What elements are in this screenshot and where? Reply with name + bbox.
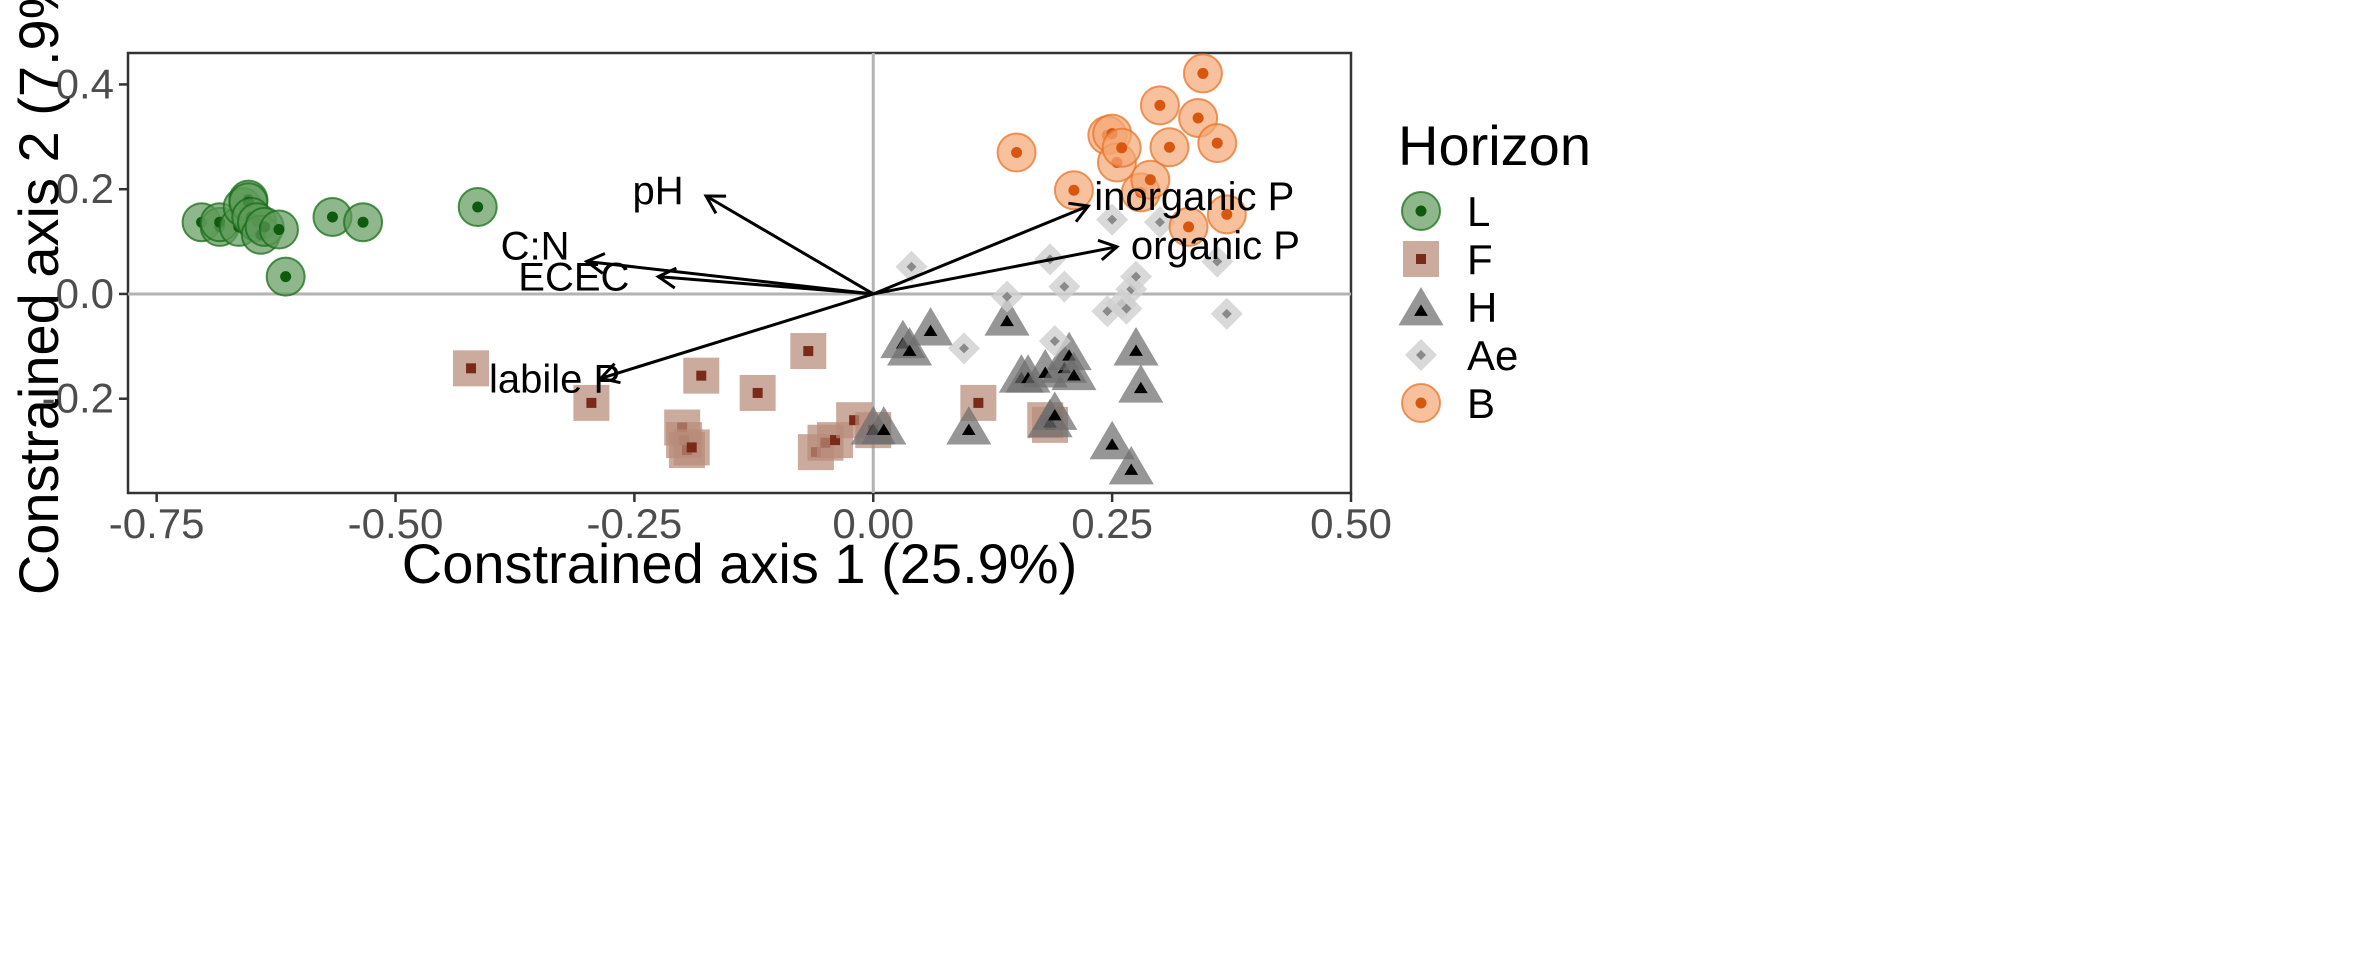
y-tick-label: 0.0 [56, 270, 114, 317]
y-tick-label: 0.4 [56, 60, 114, 107]
point-b [1101, 127, 1142, 168]
y-axis: 0.4 0.2 0.0 -0.2 [42, 60, 128, 422]
vector-labile-p: labile P [489, 292, 874, 401]
vector-label: inorganic P [1094, 175, 1294, 219]
series-l [181, 179, 498, 297]
legend-label: Ae [1467, 332, 1518, 379]
legend-item-h: H [1397, 283, 1497, 331]
point-l [258, 209, 299, 250]
point-ae [1120, 260, 1153, 293]
point-h [1113, 327, 1159, 366]
legend-key-symbol [1398, 287, 1444, 326]
point-h [908, 307, 954, 346]
point-ae [991, 280, 1024, 313]
point-b [1130, 159, 1171, 200]
legend-key-symbol [1401, 383, 1441, 423]
point-b [1149, 127, 1190, 168]
vector-ph: pH [632, 169, 875, 296]
point-h [1051, 351, 1097, 391]
point-b [1139, 85, 1180, 126]
point-f [573, 384, 610, 421]
point-b [996, 132, 1037, 173]
legend-key-symbol [1403, 241, 1439, 277]
point-l [265, 256, 306, 297]
point-h [861, 406, 907, 445]
point-f [683, 357, 720, 394]
x-tick-label: 0.00 [832, 500, 914, 547]
point-f [739, 374, 776, 411]
point-b [1197, 123, 1238, 164]
series-h [850, 297, 1164, 485]
point-b [1053, 170, 1094, 211]
x-tick-label: 0.25 [1071, 500, 1153, 547]
x-tick-label: 0.50 [1310, 500, 1392, 547]
legend-key-symbol [1401, 191, 1441, 231]
x-tick-label: -0.50 [348, 500, 444, 547]
point-l [343, 202, 384, 243]
vector-organic-p: organic P [872, 224, 1300, 296]
legend-label: F [1467, 236, 1493, 283]
series-ae [895, 203, 1243, 365]
vector-c-n: C:N [501, 224, 874, 296]
legend-item-ae: Ae [1397, 331, 1518, 379]
vector-label: organic P [1131, 224, 1300, 268]
legend-item-f: F [1397, 235, 1493, 283]
point-h [1118, 364, 1164, 403]
vector-label: labile P [489, 357, 620, 401]
y-tick-label: -0.2 [42, 375, 114, 422]
y-axis-title: Constrained axis 2 (7.9%) [7, 0, 70, 595]
x-axis: -0.75 -0.50 -0.25 0.00 0.25 0.50 [109, 493, 1392, 547]
point-h [1089, 420, 1135, 460]
point-h [946, 406, 992, 445]
y-tick-label: 0.2 [56, 165, 114, 212]
point-b [1182, 53, 1223, 94]
point-ae [1143, 206, 1176, 239]
point-b [1206, 194, 1247, 235]
point-h [1108, 445, 1154, 485]
point-f [790, 333, 827, 370]
point-f [673, 429, 710, 466]
legend-item-l: L [1397, 187, 1490, 235]
vector-label: ECEC [518, 256, 629, 300]
legend-label: B [1467, 380, 1495, 427]
vector-label: C:N [501, 224, 570, 268]
point-f [453, 350, 490, 387]
legend-label: L [1467, 188, 1490, 235]
vector-label: pH [632, 169, 683, 213]
x-tick-label: -0.25 [587, 500, 683, 547]
points-layer [181, 53, 1247, 485]
point-ae [1048, 270, 1081, 303]
legend-key-symbol [1405, 339, 1437, 371]
point-ae [1038, 325, 1071, 358]
point-h [984, 297, 1030, 336]
x-tick-label: -0.75 [109, 500, 205, 547]
point-b [1168, 206, 1209, 247]
point-ae [1201, 245, 1234, 278]
point-h [887, 327, 933, 366]
legend-item-b: B [1397, 379, 1495, 427]
legend-label: H [1467, 284, 1497, 331]
point-l [457, 187, 498, 227]
point-ae [1096, 203, 1129, 236]
point-ae [948, 332, 981, 365]
x-axis-title: Constrained axis 1 (25.9%) [402, 532, 1077, 595]
vector-inorganic-p: inorganic P [872, 175, 1294, 296]
vector-ecec: ECEC [518, 256, 874, 300]
series-b [996, 53, 1247, 247]
legend-title: Horizon [1398, 114, 1591, 177]
point-ae [1210, 297, 1243, 330]
point-h [1032, 391, 1078, 430]
